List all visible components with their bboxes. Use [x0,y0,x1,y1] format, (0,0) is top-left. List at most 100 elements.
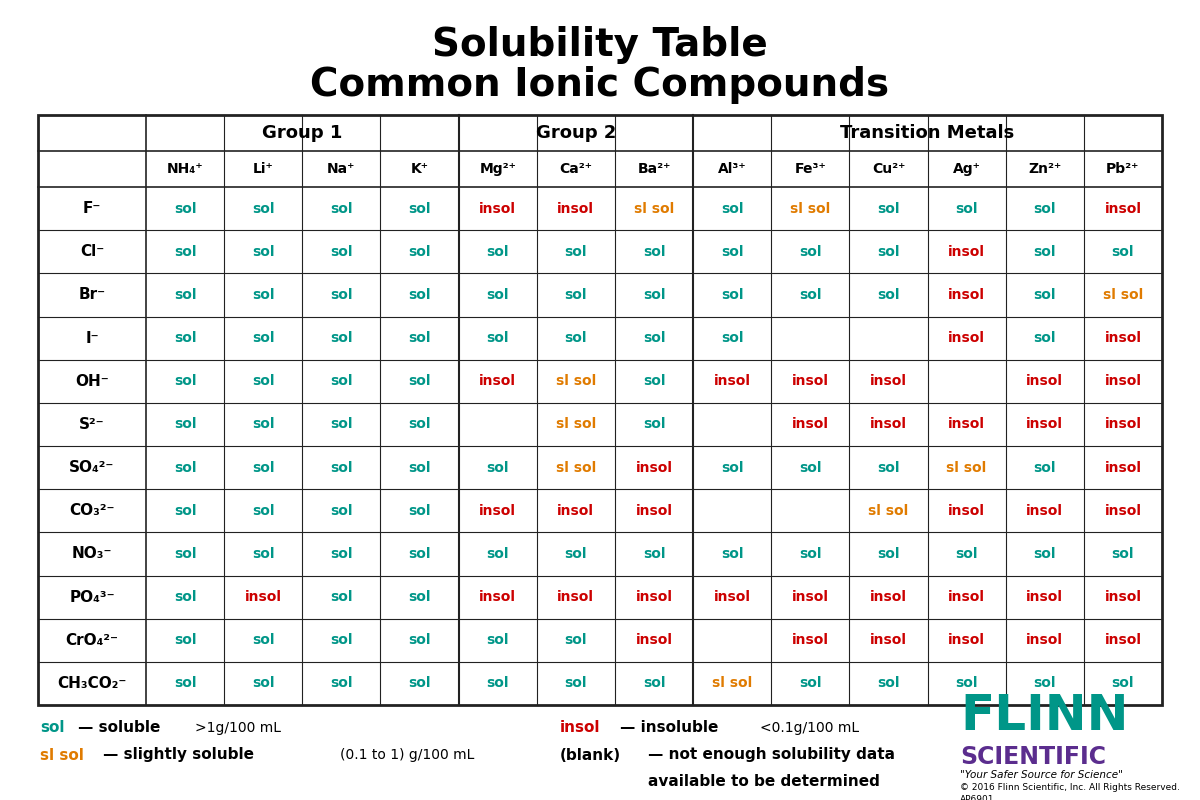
Text: sol: sol [408,461,431,474]
Text: sol: sol [721,547,744,561]
Text: — not enough solubility data: — not enough solubility data [648,747,895,762]
Text: Na⁺: Na⁺ [328,162,355,176]
Text: sol: sol [877,547,900,561]
Text: CrO₄²⁻: CrO₄²⁻ [66,633,119,648]
Text: insol: insol [948,504,985,518]
Text: sol: sol [408,202,431,215]
Text: sol: sol [408,547,431,561]
Text: insol: insol [560,721,600,735]
Text: insol: insol [557,202,594,215]
Text: sol: sol [252,677,275,690]
Text: sol: sol [408,677,431,690]
Text: insol: insol [948,245,985,258]
Text: Group 2: Group 2 [535,124,616,142]
Text: insol: insol [1026,634,1063,647]
Text: sl sol: sl sol [556,418,596,431]
Text: insol: insol [792,418,829,431]
Text: sol: sol [721,461,744,474]
Text: sol: sol [174,331,197,345]
Text: insol: insol [948,331,985,345]
Text: sol: sol [252,245,275,258]
Text: sol: sol [408,504,431,518]
Text: insol: insol [636,590,672,604]
Bar [38,115,1162,705]
Text: sol: sol [174,590,197,604]
Text: sol: sol [174,374,197,388]
Text: sol: sol [1033,202,1056,215]
Text: Transition Metals: Transition Metals [840,124,1015,142]
Text: sol: sol [1111,245,1134,258]
Text: sol: sol [252,288,275,302]
Text: sol: sol [486,677,509,690]
Text: sl sol: sl sol [712,677,752,690]
Text: insol: insol [1104,634,1141,647]
Text: sol: sol [486,547,509,561]
Text: sol: sol [408,331,431,345]
Text: sol: sol [330,677,353,690]
Text: sol: sol [330,418,353,431]
Text: Ba²⁺: Ba²⁺ [637,162,671,176]
Text: I⁻: I⁻ [85,330,98,346]
Text: insol: insol [870,590,907,604]
Text: sol: sol [877,461,900,474]
Text: sol: sol [174,245,197,258]
Text: SO₄²⁻: SO₄²⁻ [70,460,115,475]
Text: sol: sol [408,374,431,388]
Text: sol: sol [252,202,275,215]
Text: sol: sol [252,418,275,431]
Text: sl sol: sl sol [947,461,986,474]
Text: Cu²⁺: Cu²⁺ [871,162,905,176]
Text: sol: sol [486,461,509,474]
Text: sol: sol [564,677,587,690]
Text: Fe³⁺: Fe³⁺ [794,162,826,176]
Text: insol: insol [1026,418,1063,431]
Text: NO₃⁻: NO₃⁻ [72,546,113,562]
Text: sol: sol [877,288,900,302]
Text: insol: insol [714,590,751,604]
Text: F⁻: F⁻ [83,201,101,216]
Text: sol: sol [721,202,744,215]
Text: Br⁻: Br⁻ [78,287,106,302]
Text: insol: insol [636,504,672,518]
Text: sol: sol [643,288,665,302]
Text: insol: insol [1104,461,1141,474]
Text: sol: sol [1111,547,1134,561]
Text: Mg²⁺: Mg²⁺ [479,162,516,176]
Text: sol: sol [643,418,665,431]
Text: SCIENTIFIC: SCIENTIFIC [960,745,1106,769]
Text: sol: sol [486,288,509,302]
Text: sol: sol [643,331,665,345]
Text: PO₄³⁻: PO₄³⁻ [70,590,115,605]
Text: insol: insol [557,590,594,604]
Text: sol: sol [564,245,587,258]
Text: sol: sol [955,547,978,561]
Text: sol: sol [1033,677,1056,690]
Text: sol: sol [330,374,353,388]
Text: NH₄⁺: NH₄⁺ [167,162,203,176]
Text: insol: insol [792,374,829,388]
Text: insol: insol [1104,331,1141,345]
Text: insol: insol [557,504,594,518]
Text: CO₃²⁻: CO₃²⁻ [70,503,115,518]
Text: >1g/100 mL: >1g/100 mL [194,721,281,735]
Text: insol: insol [948,634,985,647]
Text: sol: sol [330,547,353,561]
Text: sol: sol [1033,461,1056,474]
Text: sl sol: sl sol [790,202,830,215]
Text: "Your Safer Source for Science": "Your Safer Source for Science" [960,770,1123,780]
Text: insol: insol [1104,418,1141,431]
Text: insol: insol [714,374,751,388]
Text: Al³⁺: Al³⁺ [718,162,746,176]
Text: insol: insol [1104,504,1141,518]
Text: (0.1 to 1) g/100 mL: (0.1 to 1) g/100 mL [340,748,474,762]
Text: sol: sol [174,202,197,215]
Text: sol: sol [330,288,353,302]
Text: sol: sol [330,504,353,518]
Text: insol: insol [1104,374,1141,388]
Text: insol: insol [1026,504,1063,518]
Text: sol: sol [643,677,665,690]
Text: FLINN: FLINN [960,692,1128,740]
Text: <0.1g/100 mL: <0.1g/100 mL [760,721,859,735]
Text: Solubility Table: Solubility Table [432,26,768,64]
Text: Ca²⁺: Ca²⁺ [559,162,593,176]
